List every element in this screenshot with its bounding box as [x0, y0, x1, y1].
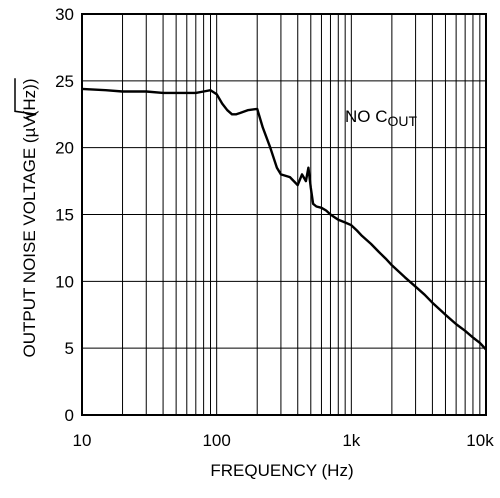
annotation-text: NO C [345, 107, 388, 126]
annotation-no-cout: NO COUT [345, 107, 418, 129]
y-axis-label: OUTPUT NOISE VOLTAGE (µV(Hz)) [20, 78, 39, 357]
x-tick-label: 10 [73, 431, 92, 450]
y-tick-label: 0 [65, 406, 74, 425]
y-tick-labels: 0 5 10 15 20 25 30 [55, 5, 74, 425]
y-axis-label-prefix: OUTPUT NOISE VOLTAGE ( [20, 137, 39, 357]
y-tick-label: 5 [65, 339, 74, 358]
y-tick-label: 25 [55, 72, 74, 91]
y-tick-label: 30 [55, 5, 74, 24]
y-tick-label: 15 [55, 206, 74, 225]
y-axis-label-radicand: (Hz) [20, 84, 39, 116]
x-tick-label: 100 [202, 431, 230, 450]
x-tick-label: 10k [466, 431, 494, 450]
plot-frame [81, 13, 487, 416]
annotation-subscript: OUT [388, 113, 418, 129]
x-tick-label: 1k [342, 431, 360, 450]
sqrt-sign-icon [14, 78, 37, 121]
x-axis-label: FREQUENCY (Hz) [210, 461, 353, 480]
y-tick-label: 10 [55, 272, 74, 291]
y-axis-label-suffix: ) [20, 78, 39, 84]
y-axis-label-mu: µ [20, 127, 39, 137]
y-axis-label-v: V [20, 116, 39, 128]
grid-lines [82, 14, 486, 415]
y-axis-label-text: OUTPUT NOISE VOLTAGE (µV(Hz)) [20, 78, 39, 357]
y-tick-label: 20 [55, 139, 74, 158]
x-tick-labels: 10 100 1k 10k [73, 431, 495, 450]
series-line [81, 87, 487, 351]
